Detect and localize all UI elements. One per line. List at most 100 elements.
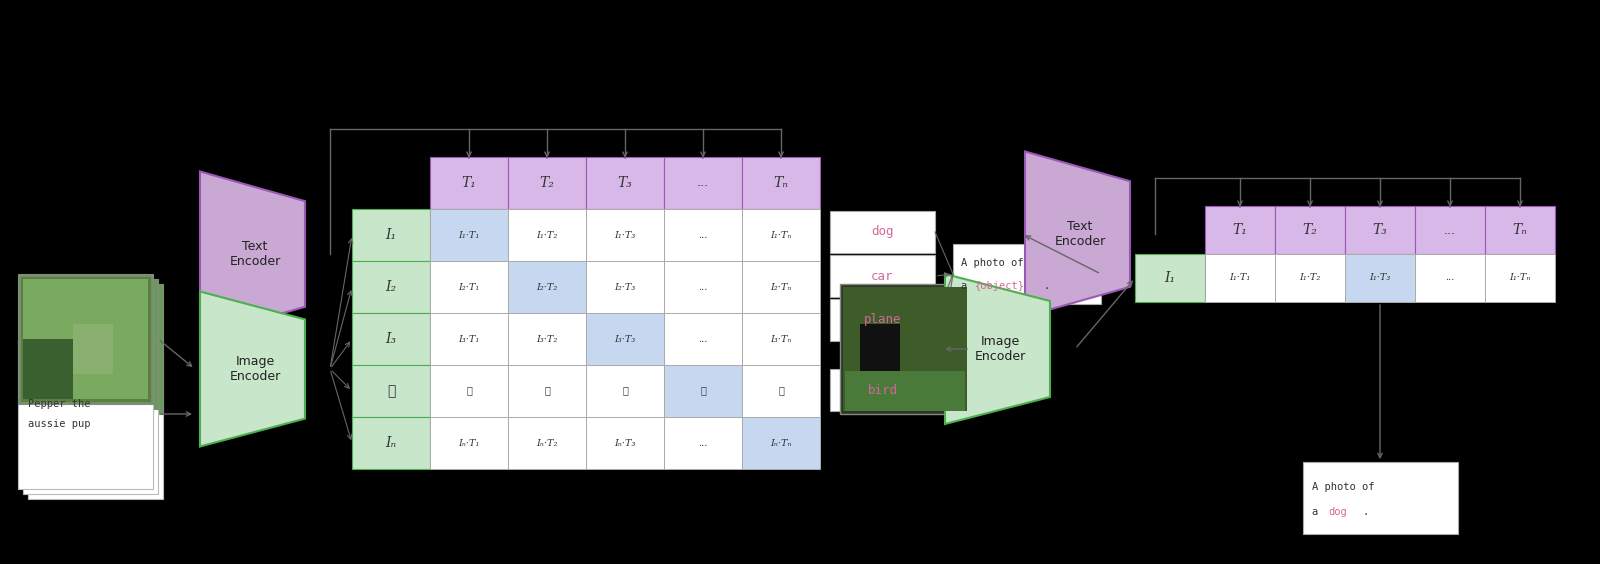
Text: ⋱: ⋱ — [701, 386, 706, 395]
Bar — [430, 157, 509, 209]
Bar — [742, 157, 819, 209]
Text: I₁·T₂: I₁·T₂ — [1299, 274, 1320, 283]
Bar — [664, 261, 742, 313]
Text: ...: ... — [698, 283, 707, 292]
Text: I₃·T₂: I₃·T₂ — [536, 334, 558, 343]
Text: Iₙ·T₃: Iₙ·T₃ — [614, 438, 635, 447]
Bar — [18, 274, 154, 404]
Bar — [430, 313, 509, 365]
Bar — [1414, 206, 1485, 254]
Text: T₂: T₂ — [1302, 223, 1317, 237]
Bar — [22, 339, 74, 399]
Bar — [22, 344, 158, 494]
Text: T₁: T₁ — [1232, 223, 1248, 237]
Text: Tₙ: Tₙ — [773, 176, 789, 190]
Bar — [509, 157, 586, 209]
Text: ⋮: ⋮ — [466, 386, 472, 395]
Text: A photo of: A photo of — [1312, 482, 1374, 492]
Bar — [29, 284, 163, 414]
Bar — [664, 157, 742, 209]
Bar — [586, 157, 664, 209]
Bar — [1346, 254, 1414, 302]
Text: A photo of: A photo of — [962, 258, 1024, 268]
Bar — [352, 313, 430, 365]
Bar — [1485, 254, 1555, 302]
Bar — [352, 209, 430, 261]
Text: I₂·T₁: I₂·T₁ — [458, 283, 480, 292]
Text: Iₙ·Tₙ: Iₙ·Tₙ — [770, 438, 792, 447]
Bar — [1414, 254, 1485, 302]
Bar — [19, 276, 150, 402]
Bar — [1205, 206, 1275, 254]
Text: ⋮: ⋮ — [778, 386, 784, 395]
Text: ...: ... — [698, 438, 707, 447]
Bar — [840, 284, 970, 414]
Text: bird: bird — [867, 384, 898, 396]
Bar — [509, 417, 586, 469]
Text: Iₙ: Iₙ — [386, 436, 397, 450]
Text: Pepper the: Pepper the — [29, 399, 91, 409]
Bar — [586, 261, 664, 313]
Text: I₃: I₃ — [386, 332, 397, 346]
Bar — [954, 244, 1101, 304]
Bar — [830, 299, 934, 341]
Bar — [1485, 206, 1555, 254]
Text: I₁: I₁ — [1165, 271, 1176, 285]
Bar — [509, 261, 586, 313]
Text: ...: ... — [1443, 223, 1456, 236]
Text: Tₙ: Tₙ — [1512, 223, 1528, 237]
Bar — [1346, 206, 1414, 254]
Text: ...: ... — [698, 334, 707, 343]
Text: I₁·T₂: I₁·T₂ — [536, 231, 558, 240]
Text: T₁: T₁ — [461, 176, 477, 190]
Bar — [18, 339, 154, 489]
Text: .: . — [1043, 281, 1050, 291]
Bar — [830, 369, 934, 411]
Bar — [586, 417, 664, 469]
Bar — [664, 313, 742, 365]
Text: Image
Encoder: Image Encoder — [229, 355, 280, 383]
Text: {object}: {object} — [974, 281, 1026, 291]
Text: plane: plane — [864, 314, 901, 327]
Bar — [830, 255, 934, 297]
Text: ⋮: ⋮ — [622, 386, 627, 395]
Text: I₁·Tₙ: I₁·Tₙ — [770, 231, 792, 240]
Text: ⋮: ⋮ — [544, 386, 550, 395]
Bar — [845, 371, 965, 411]
Text: I₂: I₂ — [386, 280, 397, 294]
Bar — [509, 209, 586, 261]
Bar — [1275, 206, 1346, 254]
Text: Text
Encoder: Text Encoder — [229, 240, 280, 268]
Bar — [586, 365, 664, 417]
Bar — [74, 324, 114, 374]
Text: I₁·T₃: I₁·T₃ — [1370, 274, 1390, 283]
Bar — [1205, 254, 1275, 302]
Bar — [1275, 254, 1346, 302]
Bar — [509, 313, 586, 365]
Text: ...: ... — [698, 177, 709, 190]
Bar — [586, 209, 664, 261]
Text: ⋮: ⋮ — [387, 384, 395, 398]
Polygon shape — [200, 292, 306, 447]
Text: a: a — [1312, 508, 1325, 517]
Bar — [352, 417, 430, 469]
Bar — [29, 349, 163, 499]
Text: I₂·Tₙ: I₂·Tₙ — [770, 283, 792, 292]
Bar — [352, 261, 430, 313]
Text: I₁·T₃: I₁·T₃ — [614, 231, 635, 240]
Bar — [1302, 462, 1458, 534]
Bar — [586, 313, 664, 365]
Bar — [1134, 254, 1205, 302]
Bar — [430, 365, 509, 417]
Text: I₁·Tₙ: I₁·Tₙ — [1509, 274, 1531, 283]
Text: I₃·Tₙ: I₃·Tₙ — [770, 334, 792, 343]
Bar — [861, 324, 899, 394]
Text: ...: ... — [1445, 274, 1454, 283]
Text: I₁·T₁: I₁·T₁ — [458, 231, 480, 240]
Bar — [22, 279, 158, 409]
Text: dog: dog — [872, 226, 894, 239]
Text: Text
Encoder: Text Encoder — [1054, 220, 1106, 248]
Text: dog: dog — [1328, 508, 1347, 517]
Bar — [664, 365, 742, 417]
Bar — [430, 261, 509, 313]
